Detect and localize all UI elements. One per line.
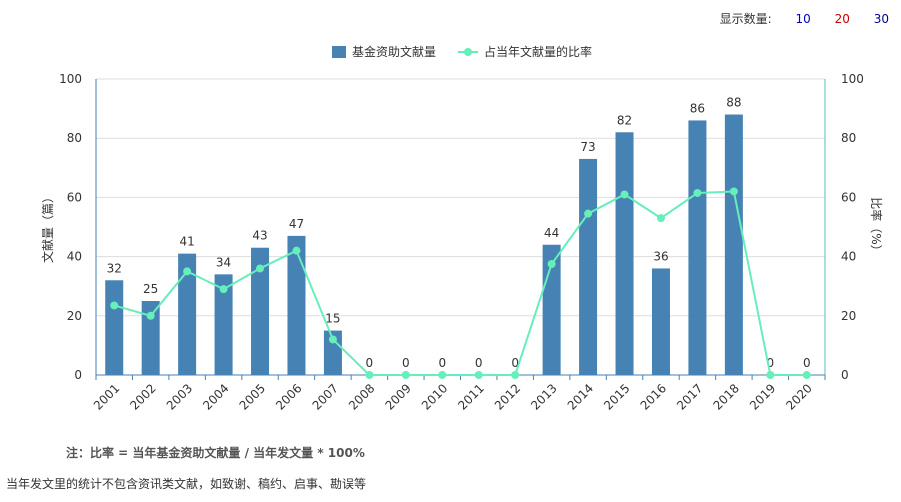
y-tick-label: 20 [67, 309, 82, 323]
bar-value-label: 88 [726, 96, 741, 110]
bar-value-label: 34 [216, 255, 231, 269]
display-count-bar: 显示数量: 10 20 30 [720, 10, 889, 27]
x-tick-label: 2015 [601, 381, 632, 412]
legend-swatch-bars [332, 46, 346, 58]
bar [251, 247, 270, 375]
ratio-point [219, 285, 228, 294]
bar-value-label: 0 [438, 356, 446, 370]
ratio-point [693, 188, 702, 197]
ratio-point [110, 301, 119, 310]
x-tick-label: 2007 [310, 381, 341, 412]
y2-tick-label: 80 [841, 131, 856, 145]
y2-tick-label: 20 [841, 309, 856, 323]
ratio-point [511, 371, 520, 379]
bar-value-label: 0 [803, 356, 811, 370]
ratio-point [474, 371, 483, 379]
ratio-point [183, 267, 192, 276]
y2-tick-label: 100 [841, 72, 864, 86]
x-tick-label: 2006 [273, 381, 304, 412]
ratio-point [146, 311, 155, 320]
ratio-point [401, 371, 410, 379]
bar [178, 253, 197, 375]
bar [688, 120, 707, 375]
bar-value-label: 32 [107, 261, 122, 275]
y-tick-label: 100 [59, 72, 82, 86]
ratio-point [656, 214, 665, 223]
bar-value-label: 0 [366, 356, 374, 370]
bar-value-label: 15 [325, 312, 340, 326]
y-tick-label: 0 [74, 368, 82, 382]
bar-value-label: 86 [690, 101, 705, 115]
bar [323, 330, 342, 375]
x-tick-label: 2016 [638, 381, 669, 412]
legend-label-line: 占当年文献量的比率 [484, 44, 592, 59]
bar [105, 280, 124, 375]
display-count-option-30[interactable]: 30 [873, 12, 889, 26]
bar [287, 235, 306, 375]
ratio-point [365, 371, 374, 379]
x-tick-label: 2012 [492, 381, 523, 412]
display-count-option-10[interactable]: 10 [795, 12, 811, 26]
bar-value-label: 82 [617, 113, 632, 127]
x-tick-label: 2003 [164, 381, 195, 412]
ratio-line [113, 190, 807, 376]
x-tick-label: 2017 [674, 381, 705, 412]
stats-footnote: 当年发文里的统计不包含资讯类文献，如致谢、稿约、启事、勘误等 [6, 477, 367, 491]
y2-tick-label: 60 [841, 190, 856, 204]
ratio-note: 注：比率 = 当年基金资助文献量 / 当年发文量 * 100% [66, 446, 365, 460]
x-tick-label: 2008 [346, 381, 377, 412]
x-tick-label: 2018 [710, 381, 741, 412]
y2-axis-title: 比率（%） [869, 197, 884, 256]
x-tick-label: 2010 [419, 381, 450, 412]
y2-tick-label: 0 [841, 368, 849, 382]
legend-label-bars: 基金资助文献量 [352, 44, 436, 59]
x-tick-label: 2019 [747, 381, 778, 412]
bar-value-label: 43 [252, 229, 267, 243]
x-tick-label: 2013 [528, 381, 559, 412]
bar-value-label: 0 [511, 356, 519, 370]
bar-value-label: 0 [767, 356, 775, 370]
legend-swatch-line-point [464, 48, 472, 56]
bar-value-label: 0 [475, 356, 483, 370]
ratio-point [802, 371, 811, 379]
bar-value-label: 44 [544, 226, 559, 240]
ratio-point [547, 260, 556, 268]
y-tick-label: 60 [67, 190, 82, 204]
ratio-point [620, 190, 629, 199]
bar-value-label: 73 [580, 140, 595, 154]
x-tick-label: 2011 [455, 381, 486, 412]
bar-value-label: 36 [653, 249, 668, 263]
ratio-point [438, 371, 447, 379]
bar-value-label: 0 [402, 356, 410, 370]
bar [214, 274, 233, 375]
x-tick-label: 2009 [382, 381, 413, 412]
x-tick-label: 2002 [127, 381, 158, 412]
y-tick-label: 80 [67, 131, 82, 145]
ratio-point [729, 187, 738, 196]
ratio-point [292, 246, 301, 255]
x-tick-label: 2005 [237, 381, 268, 412]
x-tick-label: 2014 [565, 381, 596, 412]
y-tick-label: 40 [67, 250, 82, 264]
x-tick-label: 2004 [200, 381, 231, 412]
bar-value-label: 47 [289, 217, 304, 231]
ratio-point [766, 371, 775, 379]
bar-value-label: 25 [143, 282, 158, 296]
ratio-point [328, 335, 337, 344]
y-axis-title: 文献量（篇） [40, 191, 55, 263]
bar [579, 158, 598, 375]
bar [141, 301, 160, 375]
display-count-option-20[interactable]: 20 [834, 12, 850, 26]
ratio-point [256, 264, 265, 273]
display-count-label: 显示数量: [719, 12, 772, 26]
x-tick-label: 2020 [783, 381, 814, 412]
bar-value-label: 41 [179, 235, 194, 249]
bar [615, 132, 634, 375]
x-tick-label: 2001 [91, 381, 122, 412]
bar [651, 268, 670, 375]
y2-tick-label: 40 [841, 250, 856, 264]
bar [724, 114, 743, 376]
ratio-point [584, 209, 593, 218]
